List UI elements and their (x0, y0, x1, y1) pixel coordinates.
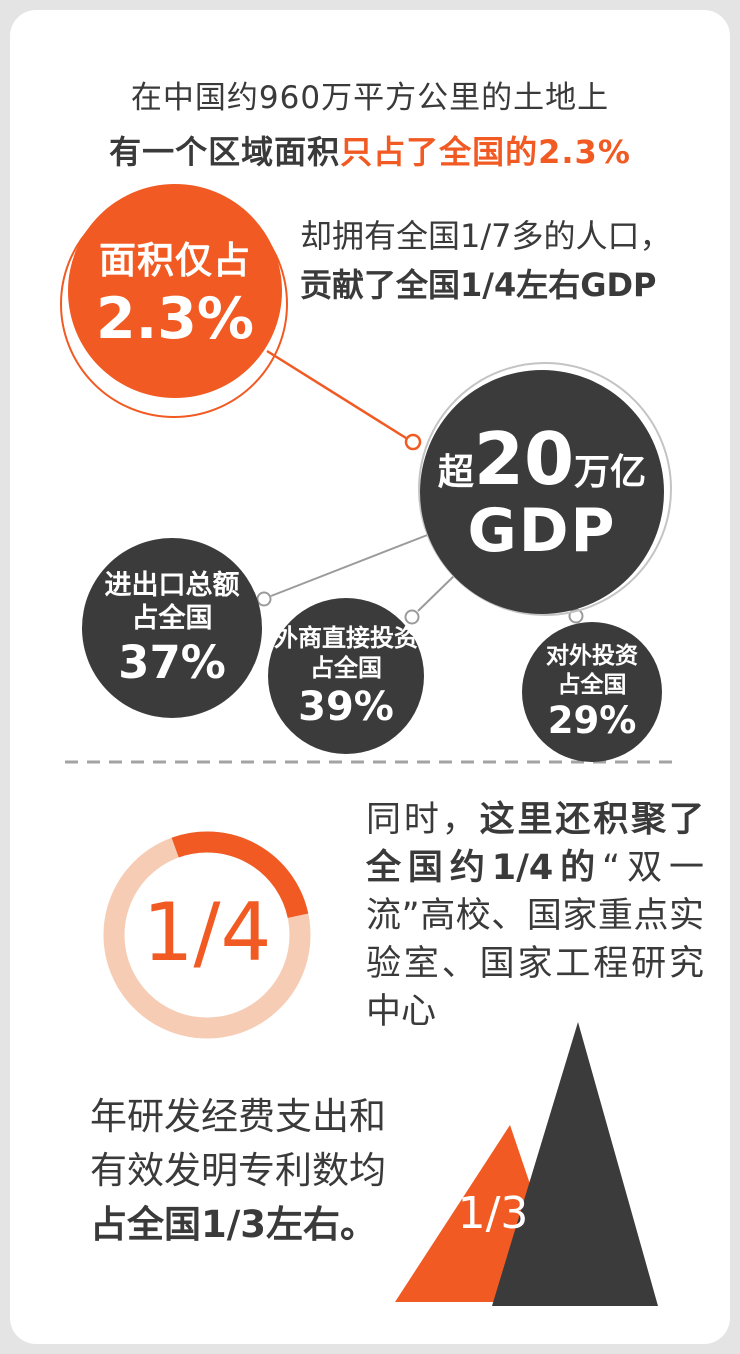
header-line2-dark: 有一个区域面积 (109, 133, 341, 171)
research-text: 年研发经费支出和 有效发明专利数均 占全国1/3左右。 (90, 1090, 386, 1252)
gdp-label: GDP (467, 496, 617, 566)
area-share-circle: 面积仅占 2.3% (68, 184, 282, 398)
gdp-fdi-connector (417, 573, 457, 612)
stat-circle-odi: 对外投资 占全国 29% (522, 622, 662, 762)
stat-imports-value: 37% (118, 636, 226, 689)
education-text-bold: 这里还积聚了全国约1/4的 (366, 800, 704, 888)
stat-circle-imports: 进出口总额 占全国 37% (82, 538, 262, 718)
stat-fdi-title: 外商直接投资 (274, 624, 418, 652)
mountain-value-label: 1/3 (457, 1188, 529, 1239)
infographic-card: 在中国约960万平方公里的土地上 有一个区域面积只占了全国的2.3% 面积仅占 … (10, 10, 730, 1344)
stat-imports-subtitle: 占全国 (131, 603, 213, 635)
education-text: 同时，这里还积聚了全国约1/4的“双一流”高校、国家重点实验室、国家工程研究中心 (366, 796, 704, 1036)
stat-fdi-subtitle: 占全国 (310, 654, 382, 682)
gdp-circle: 超20万亿 GDP (420, 370, 664, 614)
header-line2: 有一个区域面积只占了全国的2.3% (10, 127, 730, 173)
header-line1: 在中国约960万平方公里的土地上 (130, 80, 610, 116)
quarter-ring-value: 1/4 (142, 886, 272, 979)
connector-node-imports (256, 591, 272, 607)
gdp-number: 20 (473, 417, 575, 501)
gdp-circle-ring (418, 362, 672, 616)
education-text-normal2: “双一流”高校、国家重点实验室、国家工程研究中心 (366, 848, 704, 1032)
area-gdp-connector (266, 349, 407, 440)
mountain-dark (492, 1022, 658, 1306)
gdp-imports-connector (270, 533, 431, 597)
header-line2-orange: 只占了全国的2.3% (340, 133, 631, 171)
education-text-normal1: 同时， (366, 800, 480, 840)
connector-node-area-gdp (404, 433, 422, 451)
connector-node-fdi (404, 609, 420, 625)
gdp-amount: 超20万亿 (438, 423, 646, 495)
population-line1: 却拥有全国1/7多的人口， (300, 217, 672, 255)
stat-circle-fdi: 外商直接投资 占全国 39% (268, 598, 424, 754)
research-line3: 占全国1/3左右。 (90, 1203, 378, 1246)
stat-odi-value: 29% (547, 699, 637, 743)
header: 在中国约960万平方公里的土地上 有一个区域面积只占了全国的2.3% (10, 72, 730, 173)
area-share-value: 2.3% (95, 286, 255, 352)
stat-imports-title: 进出口总额 (104, 569, 240, 601)
research-line1: 年研发经费支出和 (90, 1095, 386, 1138)
stat-odi-title: 对外投资 (546, 642, 638, 669)
stat-fdi-value: 39% (298, 684, 394, 730)
research-line2: 有效发明专利数均 (90, 1149, 386, 1192)
area-share-label: 面积仅占 (99, 239, 251, 282)
gdp-unit: 万亿 (574, 452, 647, 493)
stat-odi-subtitle: 占全国 (557, 671, 627, 698)
population-line2: 贡献了全国1/4左右GDP (300, 266, 657, 304)
population-text: 却拥有全国1/7多的人口， 贡献了全国1/4左右GDP (300, 212, 672, 310)
gdp-prefix: 超 (437, 452, 474, 493)
